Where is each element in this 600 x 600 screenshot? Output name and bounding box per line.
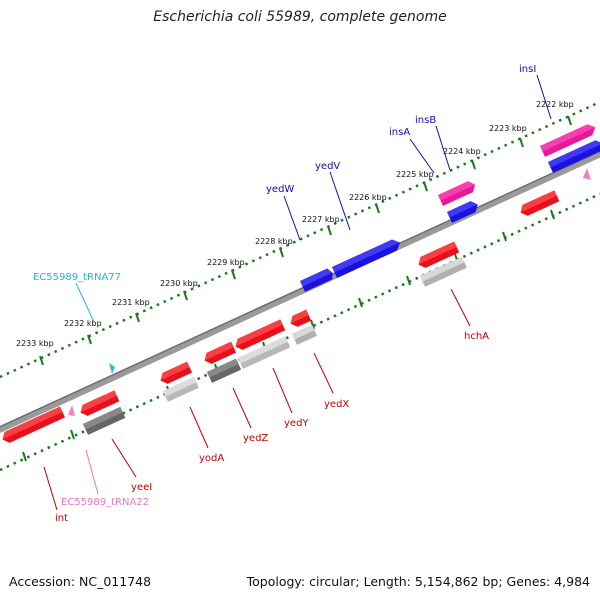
major-tick xyxy=(471,159,476,170)
leader-insB xyxy=(435,125,451,171)
label-trna77[interactable]: EC55989_tRNA77 xyxy=(33,272,121,283)
label-yedV[interactable]: yedV xyxy=(315,161,340,172)
label-yedW[interactable]: yedW xyxy=(266,184,294,195)
scale-label: 2230 kbp xyxy=(160,279,198,288)
scale-label: 2222 kbp xyxy=(536,100,574,109)
major-tick xyxy=(22,451,27,462)
scale-major-ticks-forward xyxy=(39,115,572,366)
label-yedY[interactable]: yedY xyxy=(284,418,309,429)
accession-text: Accession: NC_011748 xyxy=(9,574,152,589)
leader-yeeI xyxy=(111,438,137,478)
major-tick xyxy=(327,225,332,236)
leader-yedX xyxy=(313,352,334,394)
forward-labels: insI insB insA yedV yedW EC55989_tRNA77 xyxy=(33,64,536,283)
major-tick xyxy=(567,115,572,126)
scale-label: 2225 kbp xyxy=(396,170,434,179)
major-tick xyxy=(406,275,411,286)
gene-insB[interactable] xyxy=(438,179,478,206)
major-tick xyxy=(375,203,380,214)
gene-yodA[interactable] xyxy=(158,361,193,386)
label-yeeI[interactable]: yeeI xyxy=(131,482,152,493)
leader-insI xyxy=(536,74,552,120)
leader-yedY xyxy=(272,367,293,414)
major-tick xyxy=(550,209,555,220)
forward-gene-blocks xyxy=(109,122,600,374)
gene-yeeI-shadow[interactable] xyxy=(83,406,126,435)
gene-hchA-shadow[interactable] xyxy=(420,256,467,287)
scale-label: 2226 kbp xyxy=(349,193,387,202)
major-tick xyxy=(183,290,188,301)
gene-yedY[interactable] xyxy=(233,319,286,352)
trna-right-marker[interactable] xyxy=(583,168,591,180)
gene-yedV[interactable] xyxy=(332,237,402,278)
gene-insI[interactable] xyxy=(540,122,598,157)
gene-yedZ[interactable] xyxy=(202,341,237,366)
leader-trna22 xyxy=(85,449,99,495)
leader-insA xyxy=(409,138,435,174)
major-tick xyxy=(87,334,92,345)
label-insA[interactable]: insA xyxy=(389,127,410,138)
gene-yedZ-shadow[interactable] xyxy=(207,358,242,383)
major-tick xyxy=(423,181,428,192)
label-insB[interactable]: insB xyxy=(415,115,436,126)
scale-label: 2228 kbp xyxy=(255,237,293,246)
leader-yedV xyxy=(329,171,351,231)
trna77-marker[interactable] xyxy=(109,363,115,374)
genome-backbone xyxy=(0,150,600,434)
gene-hchA[interactable] xyxy=(416,241,460,270)
major-tick xyxy=(310,319,315,330)
leader-trna77 xyxy=(75,282,95,323)
label-insI[interactable]: insI xyxy=(519,64,536,75)
label-trna22[interactable]: EC55989_tRNA22 xyxy=(61,497,149,508)
scale-label: 2224 kbp xyxy=(443,147,481,156)
label-yodA[interactable]: yodA xyxy=(199,453,224,464)
scale-label: 2229 kbp xyxy=(207,258,245,267)
gene-yeeI[interactable] xyxy=(78,390,120,418)
leader-yedZ xyxy=(232,387,252,429)
reverse-gene-blocks xyxy=(0,168,591,445)
genome-stats-text: Topology: circular; Length: 5,154,862 bp… xyxy=(246,574,590,589)
major-tick xyxy=(502,231,507,242)
label-hchA[interactable]: hchA xyxy=(464,331,489,342)
major-tick xyxy=(135,312,140,323)
gene-yedX-shadow[interactable] xyxy=(292,324,317,345)
scale-label: 2223 kbp xyxy=(489,124,527,133)
gene-right-red[interactable] xyxy=(518,190,560,218)
major-tick xyxy=(279,247,284,258)
leader-hchA xyxy=(450,288,471,327)
gene-int[interactable] xyxy=(0,406,66,445)
major-tick xyxy=(358,297,363,308)
leader-yodA xyxy=(189,406,209,449)
leader-yedW xyxy=(283,195,301,241)
scale-label: 2231 kbp xyxy=(112,298,150,307)
label-yedZ[interactable]: yedZ xyxy=(243,433,268,444)
scale-label: 2233 kbp xyxy=(16,339,54,348)
gene-yodA-shadow[interactable] xyxy=(163,376,199,402)
major-tick xyxy=(39,355,44,366)
gene-yedY-shadow[interactable] xyxy=(238,336,291,369)
gene-yedW[interactable] xyxy=(300,267,335,292)
scale-labels: 2222 kbp 2223 kbp 2224 kbp 2225 kbp 2226… xyxy=(16,100,574,348)
gene-insA[interactable] xyxy=(447,199,480,223)
reverse-labels: hchA yedX yedY yedZ yodA yeeI int EC5598… xyxy=(55,331,489,524)
leader-int xyxy=(43,466,58,511)
label-leaders xyxy=(43,74,552,511)
major-tick xyxy=(519,137,524,148)
label-yedX[interactable]: yedX xyxy=(324,399,349,410)
gene-insI-part2[interactable] xyxy=(548,138,600,173)
genome-backbone-highlight xyxy=(0,150,600,428)
scale-label: 2232 kbp xyxy=(64,319,102,328)
major-tick xyxy=(70,429,75,440)
label-int[interactable]: int xyxy=(55,513,68,524)
major-tick xyxy=(231,269,236,280)
gene-yedX[interactable] xyxy=(288,309,312,329)
map-title: Escherichia coli 55989, complete genome xyxy=(153,9,447,25)
trna22-marker[interactable] xyxy=(68,405,75,416)
scale-label: 2227 kbp xyxy=(302,215,340,224)
